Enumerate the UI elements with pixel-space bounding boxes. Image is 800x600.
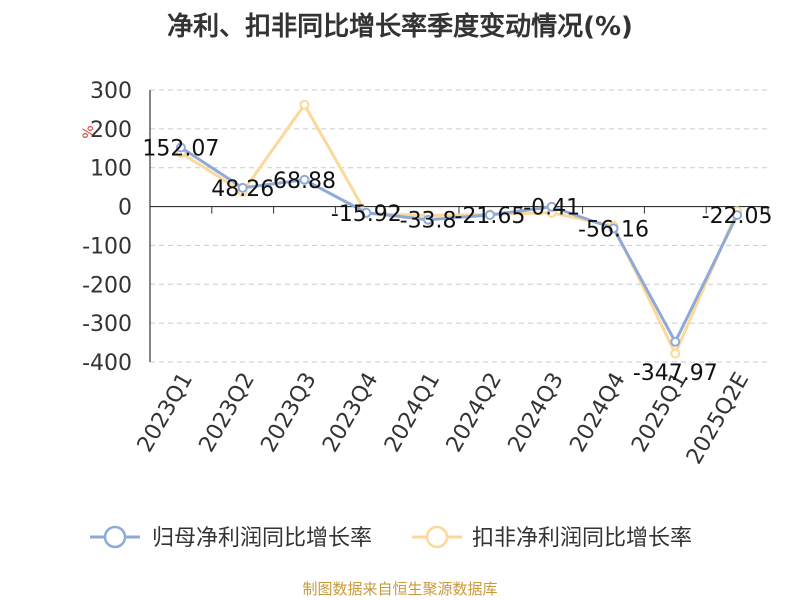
legend-item-1[interactable]: 扣非净利润同比增长率 [412,525,692,551]
x-tick-label: 2023Q2 [195,369,260,457]
data-point [361,207,372,218]
data-point [670,336,681,347]
y-tick-label: 100 [90,157,132,182]
x-tick-label: 2024Q4 [565,369,630,457]
data-point [546,201,557,212]
x-tick-label: 2023Q3 [256,369,321,457]
x-tick-label: 2024Q2 [442,369,507,457]
data-point [484,209,495,220]
data-label: -15.92 [331,202,402,227]
data-label: -56.16 [578,217,649,242]
chart-title: 净利、扣非同比增长率季度变动情况(%) [167,12,633,42]
y-tick-label: 0 [118,196,132,221]
x-tick-label: 2024Q3 [504,369,569,457]
data-label: -0.41 [523,196,580,221]
data-point [608,223,619,234]
x-tick-label: 2024Q1 [380,368,445,456]
legend-marker [425,525,449,549]
legend-marker [103,525,127,549]
data-label: -21.65 [454,204,525,229]
y-tick-label: -300 [82,312,132,337]
y-tick-label: 300 [90,79,132,104]
data-label: 68.88 [273,169,336,194]
data-point [423,214,434,225]
legend[interactable]: 归母净利润同比增长率 扣非净利润同比增长率 [90,525,692,551]
y-axis-label: % [81,125,97,138]
data-point [732,210,743,221]
legend-label: 归母净利润同比增长率 [152,526,372,551]
x-tick-label: 2023Q1 [133,369,198,457]
x-tick-label: 2023Q4 [318,369,383,457]
legend-label: 扣非净利润同比增长率 [472,526,692,551]
y-axis: 300 200 100 0 -100 -200 -300 -400% [81,79,151,376]
data-label: -347.97 [633,361,718,386]
series-line-0 [180,146,739,344]
data-label: 152.07 [142,136,219,161]
series-line-1 [180,103,739,355]
series-layer [175,99,743,359]
source-note: 制图数据来自恒生聚源数据库 [302,580,498,598]
data-point [237,182,248,193]
data-label: -22.05 [702,204,773,229]
y-tick-label: -100 [82,234,132,259]
data-point [670,348,681,359]
data-label: 48.26 [211,177,274,202]
data-point [299,174,310,185]
data-label: -33.8 [400,209,457,234]
y-tick-label: -400 [82,351,132,376]
legend-item-0[interactable]: 归母净利润同比增长率 [90,525,372,551]
data-point [175,142,186,153]
y-tick-label: 200 [90,118,132,143]
y-tick-label: -200 [82,273,132,298]
data-point [299,99,310,110]
